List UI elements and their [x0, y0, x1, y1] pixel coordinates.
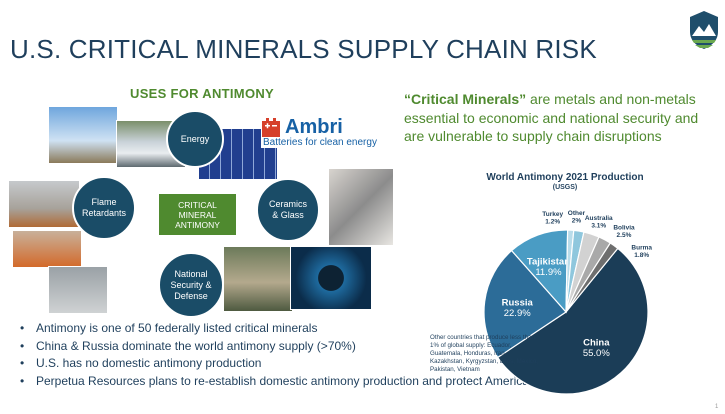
smartphone-photo [328, 168, 394, 246]
page-number: 1 [715, 404, 719, 410]
ceramics-glass-node: Ceramics & Glass [256, 178, 320, 242]
slice-value-other: 2% [572, 218, 582, 225]
slice-name-turkey: Turkey [542, 211, 563, 218]
pie-slice-burma [565, 242, 619, 313]
quote-rest: are metals and non-metals essential to e… [404, 91, 699, 144]
slice-value-russia: 22.9% [504, 308, 531, 319]
chart-title: World Antimony 2021 Production [486, 172, 644, 183]
slice-name-russia: Russia [502, 298, 534, 309]
national-security-label: National Security & Defense [170, 268, 212, 301]
pie-slice-china [496, 247, 649, 395]
uses-collage: Ambri Batteries for clean energy Energy … [8, 106, 398, 318]
wind-turbine-photo [48, 106, 118, 164]
bullet-item: Perpetua Resources plans to re-establish… [18, 374, 571, 390]
pie-slice-tajikistan [510, 229, 569, 314]
pie-slice-russia [483, 249, 567, 359]
ambri-tagline: Batteries for clean energy [263, 137, 377, 148]
microchip-photo [290, 246, 372, 310]
flame-retardants-node: Flame Retardants [72, 176, 136, 240]
critical-mineral-label: CRITICAL MINERAL ANTIMONY [175, 199, 220, 230]
battery-icon [262, 118, 280, 137]
slice-value-tajikistan: 11.9% [535, 267, 562, 278]
quote-bold: “Critical Minerals” [404, 91, 527, 107]
slice-value-bolivia: 2.5% [617, 232, 632, 239]
national-security-node: National Security & Defense [158, 252, 224, 318]
critical-minerals-quote: “Critical Minerals” are metals and non-m… [404, 90, 720, 146]
bullet-item: China & Russia dominate the world antimo… [18, 339, 571, 355]
bullet-list: Antimony is one of 50 federally listed c… [18, 321, 571, 391]
chart-subtitle: (USGS) [552, 184, 578, 191]
slice-value-turkey: 1.2% [545, 219, 560, 226]
slide-title: U.S. CRITICAL MINERALS SUPPLY CHAIN RISK [10, 34, 597, 64]
slice-name-bolivia: Bolivia [613, 225, 635, 232]
fire-photo [12, 230, 82, 268]
chart-footnote: Other countries that produce less than 1… [430, 334, 538, 373]
energy-node: Energy [166, 110, 224, 168]
ambri-name: Ambri [285, 116, 343, 138]
flame-retardants-label: Flame Retardants [81, 197, 127, 218]
slice-name-burma: Burma [631, 245, 652, 252]
firefighting-plane-photo [8, 180, 80, 228]
bullet-item: Antimony is one of 50 federally listed c… [18, 321, 571, 337]
ambri-logo: Ambri Batteries for clean energy [261, 116, 391, 148]
slice-value-burma: 1.8% [634, 252, 649, 259]
military-photo [48, 266, 108, 314]
slice-value-china: 55.0% [583, 348, 610, 359]
slice-name-china: China [583, 337, 610, 348]
mountain-shield-icon [690, 11, 718, 49]
critical-mineral-box: CRITICAL MINERAL ANTIMONY [159, 194, 236, 235]
soldier-photo [223, 246, 293, 312]
bullet-item: U.S. has no domestic antimony production [18, 356, 571, 372]
slice-name-australia: Australia [585, 215, 613, 222]
ceramics-glass-label: Ceramics & Glass [268, 199, 307, 220]
energy-label: Energy [180, 133, 210, 144]
slice-name-tajikistan: Tajikistan [527, 256, 570, 267]
slice-name-other: Other [568, 210, 586, 217]
uses-heading: USES FOR ANTIMONY [130, 86, 275, 101]
slice-value-australia: 3.1% [591, 223, 606, 230]
